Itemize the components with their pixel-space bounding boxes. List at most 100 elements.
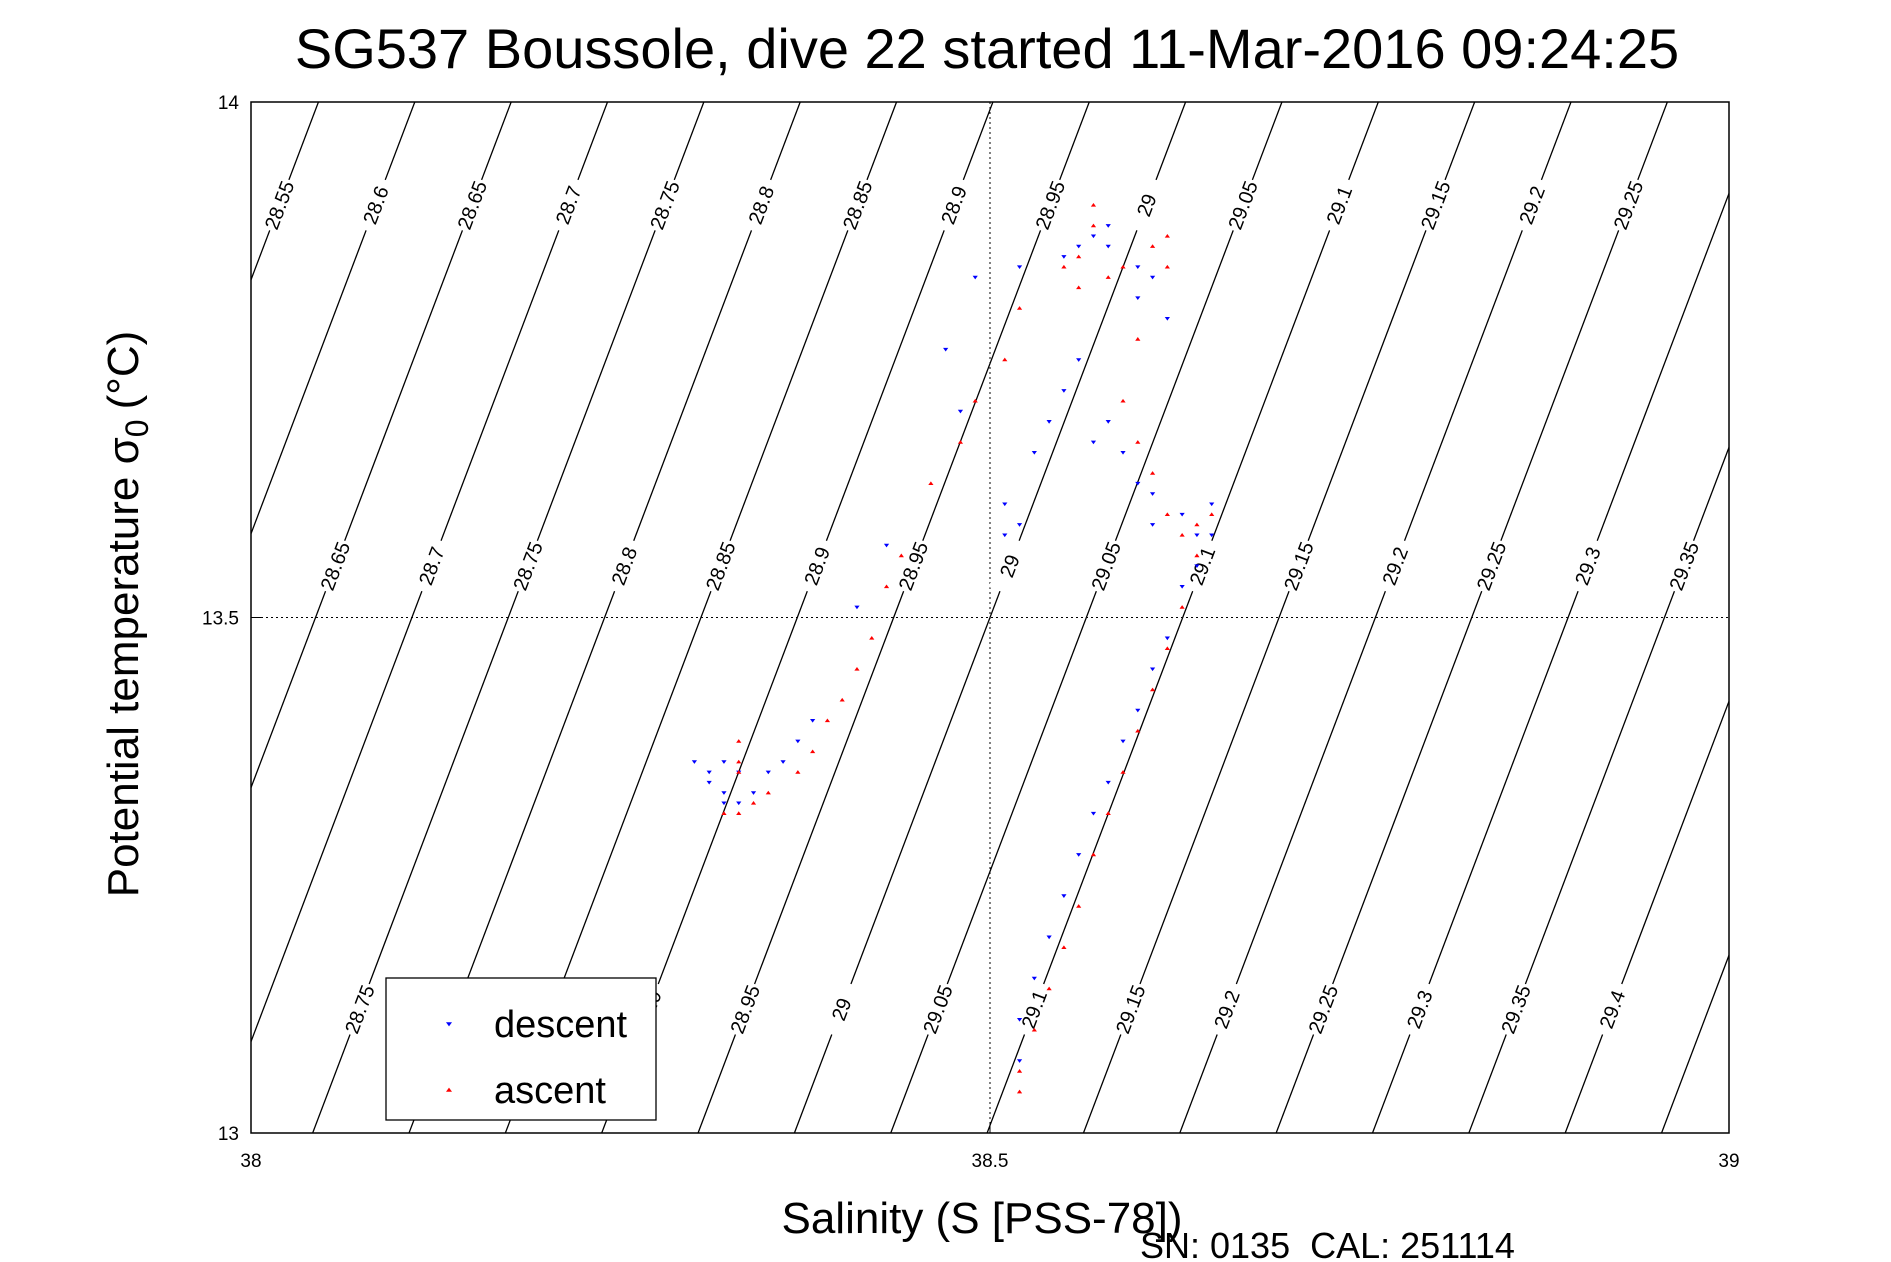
- isopycnal-label-bg: [603, 536, 645, 596]
- ascent-point: [1194, 522, 1200, 527]
- y-tick-label: 13: [218, 1124, 239, 1145]
- isopycnal-line: [1275, 102, 1668, 1133]
- isopycnal-line: [601, 102, 994, 1133]
- ascent-point: [1135, 337, 1141, 341]
- legend-marker-ascent: [446, 1087, 452, 1092]
- isopycnal-line: [1564, 699, 1729, 1133]
- x-axis-label: Salinity (S [PSS-78]): [781, 1194, 1182, 1243]
- y-tick-label: 14: [218, 93, 240, 114]
- isopycnal-label-bg: [740, 175, 782, 235]
- isopycnal-label-bg: [1398, 979, 1441, 1039]
- isopycnal-line: [251, 102, 320, 282]
- legend-marker-ascent-shape: [446, 1087, 452, 1092]
- descent-point: [1031, 976, 1037, 981]
- descent-point: [810, 719, 816, 723]
- descent-point: [1135, 708, 1141, 713]
- isopycnal-label: 29.3: [1403, 988, 1437, 1032]
- isopycnal-label-bg: [1085, 536, 1127, 596]
- ascent-point: [1046, 986, 1052, 991]
- ascent-point: [1135, 440, 1141, 444]
- isopycnal-label-bg: [1029, 175, 1071, 235]
- isopycnal-label: 28.6: [359, 183, 393, 227]
- ascent-point: [1076, 254, 1082, 259]
- isopycnal-label-bg: [1663, 536, 1705, 596]
- ascent-point: [736, 770, 742, 774]
- ascent-point: [1120, 398, 1126, 403]
- isopycnal-label-bg: [820, 979, 863, 1039]
- ascent-point: [1031, 1027, 1037, 1032]
- descent-point: [1090, 234, 1097, 239]
- ascent-point: [1076, 904, 1082, 908]
- descent-point: [1135, 265, 1141, 270]
- descent-point: [706, 780, 712, 785]
- ascent-point: [854, 666, 860, 671]
- descent-point: [1209, 502, 1215, 507]
- descent-point: [795, 739, 801, 744]
- ascent-point: [839, 697, 845, 702]
- descent-point: [1061, 255, 1067, 259]
- ascent-point: [795, 770, 801, 774]
- ascent-point: [1016, 1069, 1023, 1073]
- isopycnal-label: 29.3: [1571, 544, 1605, 588]
- isopycnal-label-bg: [1374, 536, 1416, 596]
- ascent-point: [1149, 471, 1156, 475]
- isopycnal-line: [251, 102, 416, 536]
- isopycnal-label: 28.8: [745, 183, 779, 227]
- ascent-point: [736, 759, 742, 764]
- isopycnal-line: [1082, 102, 1476, 1133]
- legend: descent ascent: [385, 977, 657, 1121]
- descent-point: [1061, 389, 1067, 393]
- descent-point: [736, 801, 742, 806]
- y-tick-label: 13.5: [202, 609, 239, 630]
- descent-point: [1135, 481, 1141, 486]
- descent-point: [750, 791, 757, 795]
- isopycnal-contours: [251, 102, 1729, 1133]
- isopycnal-line: [251, 102, 609, 1044]
- ascent-point: [1164, 233, 1170, 238]
- isopycnal-label-bg: [796, 536, 838, 596]
- descent-point: [943, 347, 949, 352]
- descent-point: [1016, 523, 1023, 527]
- descent-point: [721, 760, 727, 764]
- x-tick-label: 39: [1718, 1151, 1739, 1172]
- ascent-point: [972, 398, 978, 403]
- descent-point: [1016, 1059, 1023, 1063]
- descent-point: [1090, 811, 1097, 816]
- ascent-point: [1149, 687, 1156, 692]
- ascent-point: [1120, 770, 1126, 774]
- descent-point: [1164, 636, 1170, 641]
- descent-point: [1002, 533, 1008, 538]
- chart-title: SG537 Boussole, dive 22 started 11-Mar-2…: [295, 17, 1679, 80]
- isopycnal-label-bg: [1566, 536, 1609, 596]
- isopycnal-label-bg: [836, 175, 879, 235]
- descent-point: [1179, 585, 1185, 589]
- descent-point: [1105, 224, 1111, 228]
- serial-calibration-footer: SN: 0135 CAL: 251114: [1140, 1225, 1515, 1262]
- isopycnal-label-bg: [314, 536, 356, 596]
- descent-point: [691, 760, 697, 764]
- descent-point: [1061, 894, 1067, 898]
- isopycnal-label-bg: [1181, 536, 1224, 596]
- descent-point: [765, 770, 771, 775]
- ascent-point: [1209, 512, 1215, 516]
- ascent-point: [1090, 223, 1097, 228]
- isopycnal-line: [986, 102, 1379, 1133]
- isopycnal-label-bg: [547, 175, 590, 235]
- isopycnal-label-bg: [988, 536, 1031, 596]
- x-tick-label: 38: [240, 1151, 261, 1172]
- ascent-point: [1061, 945, 1067, 949]
- isopycnal-line: [504, 102, 898, 1133]
- descent-point: [1016, 265, 1023, 270]
- isopycnal-label-bg: [258, 175, 301, 235]
- legend-marker-descent-shape: [446, 1022, 452, 1027]
- descent-point: [854, 605, 860, 610]
- ascent-point: [1076, 285, 1082, 290]
- ascent-point: [810, 749, 816, 754]
- isopycnal-line: [1660, 953, 1729, 1133]
- descent-point: [1194, 533, 1200, 538]
- descent-point: [1149, 275, 1156, 280]
- isopycnal-label-bg: [451, 175, 493, 235]
- isopycnal-label-bg: [1277, 536, 1320, 596]
- ascent-point: [721, 811, 727, 815]
- isopycnal-label-bg: [932, 175, 975, 235]
